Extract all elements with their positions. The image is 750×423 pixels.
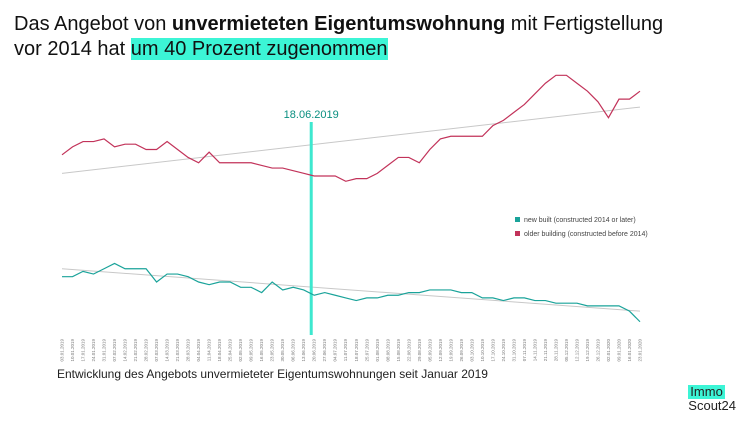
logo-bottom: Scout24 [688, 398, 736, 413]
x-tick-label: 20.06.2019 [312, 339, 317, 362]
x-tick-label: 03.01.2019 [60, 339, 65, 362]
title-part: Das Angebot von [14, 13, 172, 35]
x-tick-label: 22.08.2019 [406, 339, 411, 362]
x-tick-label: 25.04.2019 [228, 339, 233, 362]
x-tick-label: 10.10.2019 [480, 339, 485, 362]
legend-swatch [515, 231, 520, 236]
x-tick-label: 19.09.2019 [448, 339, 453, 362]
x-tick-label: 17.10.2019 [490, 339, 495, 362]
x-tick-label: 16.01.2020 [627, 339, 632, 362]
x-tick-label: 13.06.2019 [301, 339, 306, 362]
title-highlight: um 40 Prozent zugenommen [130, 38, 388, 60]
x-tick-label: 07.02.2019 [112, 339, 117, 362]
x-tick-label: 08.08.2019 [385, 339, 390, 362]
x-tick-label: 19.12.2019 [585, 339, 590, 362]
x-tick-label: 18.07.2019 [354, 339, 359, 362]
x-tick-label: 21.03.2019 [175, 339, 180, 362]
x-tick-label: 07.11.2019 [522, 339, 527, 362]
logo-top: Immo [688, 384, 725, 399]
series-line [61, 74, 641, 182]
trend-line [61, 106, 641, 174]
x-tick-label: 26.12.2019 [595, 339, 600, 362]
legend-swatch [515, 217, 520, 222]
x-tick-label: 07.03.2019 [154, 339, 159, 362]
x-tick-label: 14.11.2019 [532, 339, 537, 362]
x-tick-label: 15.08.2019 [396, 339, 401, 362]
title-part: vor 2014 hat [14, 38, 131, 60]
x-tick-label: 10.01.2019 [70, 339, 75, 362]
x-tick-label: 23.05.2019 [270, 339, 275, 362]
x-tick-label: 14.02.2019 [123, 339, 128, 362]
x-tick-label: 29.08.2019 [417, 339, 422, 362]
x-tick-label: 21.02.2019 [133, 339, 138, 362]
x-tick-label: 14.03.2019 [165, 339, 170, 362]
legend-label: older building (constructed before 2014) [524, 231, 648, 238]
x-tick-label: 04.07.2019 [333, 339, 338, 362]
x-tick-label: 31.10.2019 [511, 339, 516, 362]
caption: Entwicklung des Angebots unvermieteter E… [57, 367, 488, 381]
x-tick-label: 04.04.2019 [196, 339, 201, 362]
x-tick-label: 09.01.2020 [616, 339, 621, 362]
x-tick-label: 01.08.2019 [375, 339, 380, 362]
x-tick-label: 11.04.2019 [207, 339, 212, 362]
x-tick-label: 06.06.2019 [291, 339, 296, 362]
x-tick-label: 24.01.2019 [91, 339, 96, 362]
x-tick-label: 03.10.2019 [469, 339, 474, 362]
x-tick-label: 31.01.2019 [102, 339, 107, 362]
x-tick-label: 05.12.2019 [564, 339, 569, 362]
title-bold: unvermieteten Eigentumswohnung [171, 13, 506, 35]
x-tick-label: 28.11.2019 [553, 339, 558, 362]
logo: Immo Scout24 [688, 385, 736, 413]
legend-label: new built (constructed 2014 or later) [524, 217, 636, 224]
annotation: 18.06.2019 [284, 109, 339, 121]
x-tick-label: 26.09.2019 [459, 339, 464, 362]
trend-line [61, 268, 641, 312]
x-tick-label: 28.02.2019 [144, 339, 149, 362]
x-tick-label: 17.01.2019 [81, 339, 86, 362]
x-tick-label: 11.07.2019 [343, 339, 348, 362]
x-tick-label: 24.10.2019 [501, 339, 506, 362]
x-tick-label: 12.12.2019 [574, 339, 579, 362]
x-tick-label: 27.06.2019 [322, 339, 327, 362]
x-tick-label: 18.04.2019 [217, 339, 222, 362]
x-tick-label: 05.09.2019 [427, 339, 432, 362]
x-tick-label: 16.05.2019 [259, 339, 264, 362]
title-part: mit Fertigstellung [505, 13, 664, 35]
x-tick-label: 28.03.2019 [186, 339, 191, 362]
x-tick-label: 25.07.2019 [364, 339, 369, 362]
x-tick-label: 02.01.2020 [606, 339, 611, 362]
x-tick-label: 02.05.2019 [238, 339, 243, 362]
series-line [62, 262, 641, 323]
x-tick-label: 21.11.2019 [543, 339, 548, 362]
x-tick-label: 30.05.2019 [280, 339, 285, 362]
x-tick-label: 09.05.2019 [249, 339, 254, 362]
x-tick-label: 12.09.2019 [438, 339, 443, 362]
title: Das Angebot von unvermieteten Eigentumsw… [14, 12, 663, 62]
x-tick-label: 23.01.2020 [638, 339, 643, 362]
